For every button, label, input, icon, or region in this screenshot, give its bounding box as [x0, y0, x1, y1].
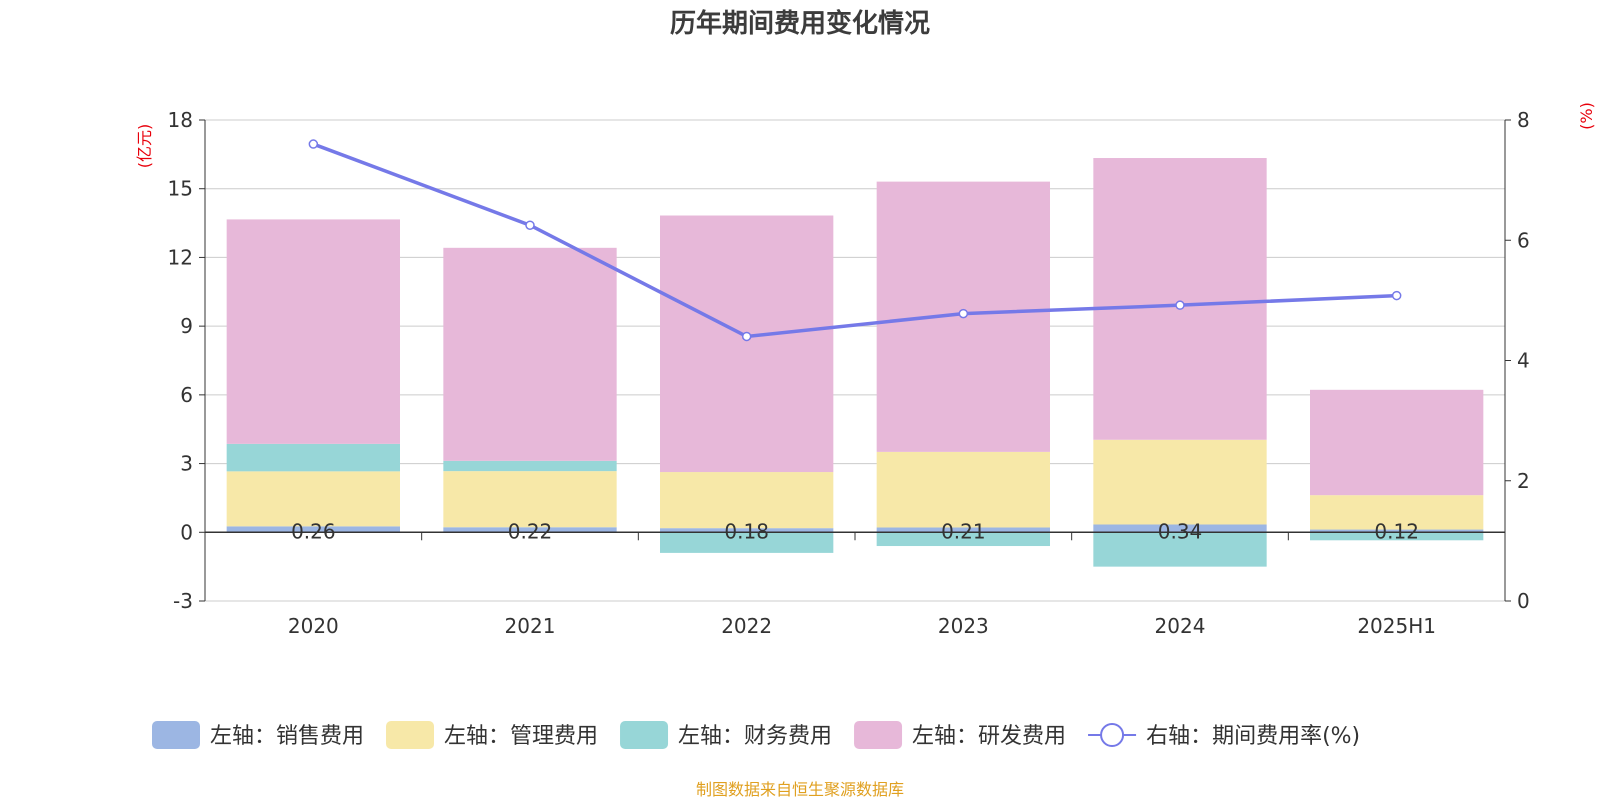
data-label: 0.18 — [724, 519, 769, 543]
bar-segment — [660, 528, 834, 533]
left-tick-label: -3 — [173, 589, 193, 613]
bar-segment — [443, 460, 617, 472]
bar-segment — [876, 532, 1050, 547]
bar-segment — [1310, 529, 1484, 533]
left-axis-unit: (亿元) — [135, 124, 154, 169]
bar-segment — [443, 247, 617, 461]
axes: -3 0 3 6 9 12 15 18 0 2 4 6 8 2020 2021 2022 2023 2024 202… — [168, 108, 1530, 638]
right-tick-label: 6 — [1517, 228, 1530, 252]
data-label: 0.21 — [941, 519, 986, 543]
bar-segment — [1093, 532, 1267, 567]
right-tick-label: 4 — [1517, 349, 1530, 373]
bar-segment — [1310, 532, 1484, 541]
legend-label: 左轴：财务费用 — [678, 724, 832, 749]
left-tick-label: 18 — [168, 108, 193, 132]
rate-point — [958, 308, 969, 319]
left-tick-label: 12 — [168, 245, 193, 269]
bar-segment — [1093, 524, 1267, 533]
legend-label: 左轴：管理费用 — [444, 724, 598, 749]
bar-segment — [226, 219, 400, 444]
right-axis-unit: (%) — [1577, 102, 1596, 130]
rate-point — [308, 139, 319, 149]
left-tick-label: 6 — [180, 383, 193, 407]
bar-series — [226, 158, 1484, 567]
legend-label: 右轴：期间费用率(%) — [1146, 724, 1360, 749]
legend-swatch — [854, 721, 903, 749]
chart-title: 历年期间费用变化情况 — [670, 8, 930, 39]
bar-segment — [876, 451, 1050, 528]
rate-line-series — [308, 139, 1402, 342]
bar-segment — [1310, 389, 1484, 496]
bar-segment — [226, 526, 400, 533]
data-label: 0.34 — [1158, 519, 1203, 543]
legend-swatch — [152, 721, 200, 749]
bar-segment — [1093, 158, 1267, 440]
rate-point — [741, 331, 752, 342]
gridlines — [205, 119, 1505, 602]
x-tick-label: 2022 — [721, 614, 772, 638]
legend: 左轴：销售费用 左轴：管理费用 左轴：财务费用 左轴：研发费用 右轴：期间费用率(%) — [152, 721, 1360, 749]
bar-segment — [660, 532, 834, 553]
x-tick-label: 2025H1 — [1357, 614, 1436, 638]
x-tick-label: 2021 — [505, 614, 556, 638]
data-label: 0.12 — [1374, 519, 1419, 543]
x-tick-label: 2023 — [938, 614, 989, 638]
left-tick-label: 0 — [180, 520, 193, 544]
right-tick-label: 2 — [1517, 469, 1530, 493]
left-tick-label: 15 — [168, 177, 193, 201]
legend-marker-swatch — [1100, 723, 1125, 747]
source-note: 制图数据来自恒生聚源数据库 — [696, 780, 904, 799]
bar-segment — [443, 471, 617, 528]
right-tick-label: 0 — [1517, 589, 1530, 613]
x-tick-label: 2020 — [288, 614, 339, 638]
x-tick-label: 2024 — [1155, 614, 1206, 638]
rate-point — [1175, 300, 1185, 310]
data-labels: 0.26 0.22 0.18 0.21 0.34 0.12 — [291, 519, 1419, 543]
legend-swatch — [620, 721, 669, 749]
bar-segment — [876, 527, 1050, 533]
bar-segment — [1310, 495, 1484, 530]
legend-swatch — [386, 721, 435, 749]
rate-point — [525, 220, 535, 230]
rate-line — [312, 142, 1397, 339]
bar-segment — [660, 215, 834, 473]
bar-segment — [1093, 439, 1267, 525]
bar-segment — [660, 472, 834, 529]
right-tick-label: 8 — [1517, 108, 1530, 132]
data-label: 0.26 — [291, 519, 336, 543]
left-tick-label: 9 — [180, 314, 193, 338]
legend-label: 左轴：销售费用 — [210, 724, 364, 749]
bar-segment — [226, 443, 400, 472]
left-tick-label: 3 — [180, 452, 193, 476]
bar-segment — [226, 471, 400, 527]
data-label: 0.22 — [508, 519, 553, 543]
legend-label: 左轴：研发费用 — [912, 724, 1066, 749]
bar-segment — [443, 527, 617, 533]
rate-point — [1391, 290, 1402, 301]
